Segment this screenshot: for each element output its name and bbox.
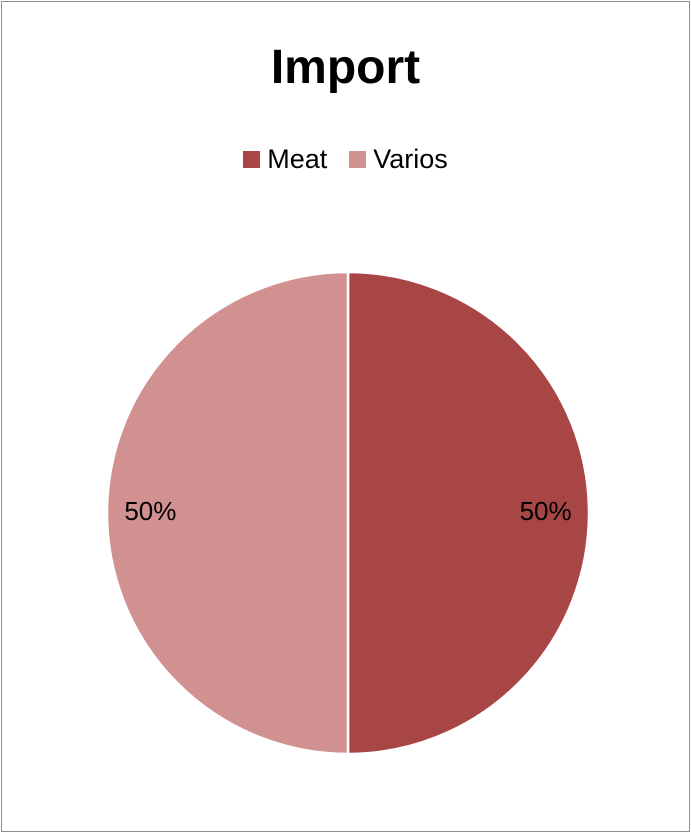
- pie-slices: [105, 270, 591, 756]
- legend-swatch-meat: [243, 151, 261, 168]
- legend-label-meat: Meat: [267, 144, 328, 174]
- data-label-varios: 50%: [124, 496, 176, 526]
- pie-slice-meat: [346, 270, 591, 756]
- legend-item-varios: Varios: [349, 144, 448, 175]
- legend-item-meat: Meat: [243, 144, 327, 175]
- pie-slice-varios: [105, 270, 350, 756]
- chart-title: Import: [270, 41, 421, 94]
- legend-swatch-varios: [349, 151, 367, 168]
- legend-label-varios: Varios: [373, 144, 448, 174]
- data-label-meat: 50%: [520, 496, 572, 526]
- pie-data-labels: 50% 50%: [124, 496, 571, 526]
- legend: Meat Varios: [2, 144, 689, 175]
